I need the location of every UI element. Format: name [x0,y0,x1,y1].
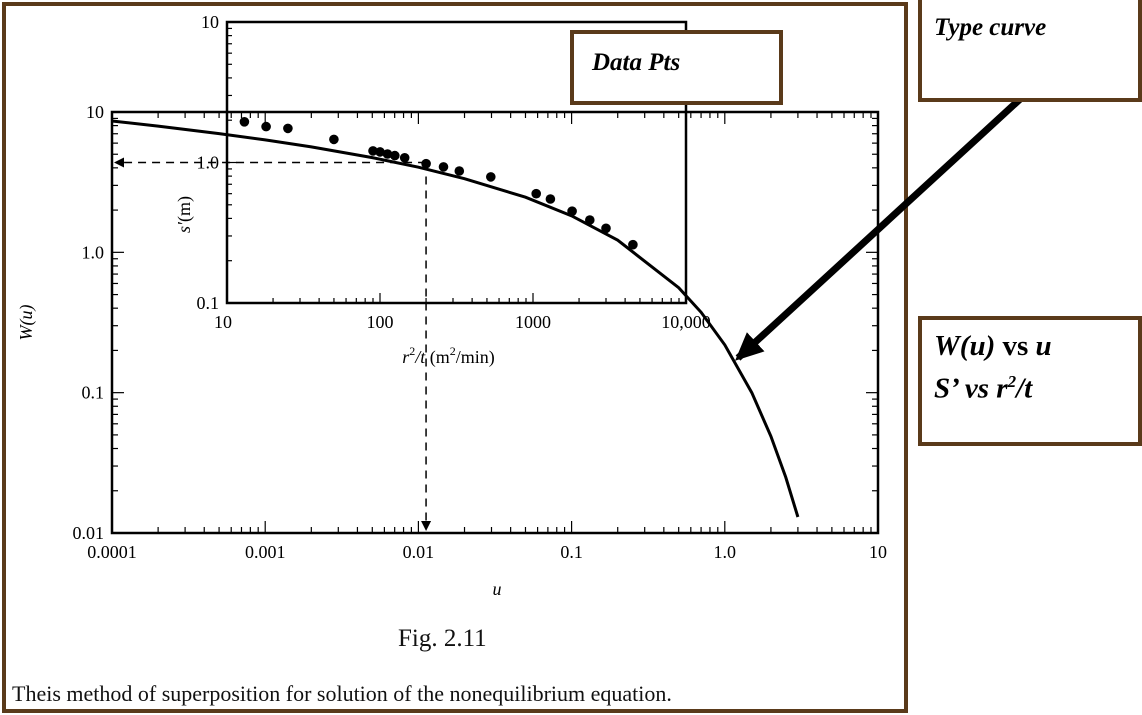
inner-y-tick-label: 0.1 [197,293,220,313]
type-curve-line [111,119,800,518]
inner-y-axis-label: s′(m) [174,196,195,233]
inner-x-axis-label: r2/t (m2/min) [402,344,495,368]
inner-x-tick-label: 10 [214,312,232,332]
inner-y-tick-label: 10 [201,12,219,32]
legend-u: u [1035,330,1052,362]
legend-vs-1: vs [995,330,1036,362]
inner-x-tick-label: 1000 [515,312,551,332]
outer-x-tick-label: 0.001 [245,542,286,562]
type-curve-box: Type curve [918,0,1142,102]
data-point [628,239,638,250]
figure-number: Fig. 2.11 [398,625,487,652]
figure-frame [2,2,908,713]
data-point [382,149,393,159]
data-point [329,134,339,145]
data-point [283,123,293,134]
data-point [486,172,496,182]
inner-x-tick-label: 100 [367,312,394,332]
outer-x-tick-label: 0.0001 [87,542,137,562]
data-point [438,162,449,172]
outer-y-tick-label: 1.0 [82,242,105,262]
outer-x-tick-label: 0.1 [560,542,583,562]
outer-y-tick-label: 0.01 [73,523,105,543]
data-point [601,223,611,234]
data-point [454,166,465,176]
legend-wu: W(u) [934,330,996,362]
outer-y-tick-label: 10 [86,102,104,122]
data-point [368,146,378,156]
data-pts-label: Data Pts [592,49,681,76]
outer-x-tick-label: 10 [869,542,887,562]
legend-sup-2: 2 [1007,372,1017,391]
data-point [261,121,271,132]
data-point [531,188,541,199]
legend-over-t: /t [1016,372,1033,405]
data-point [567,206,577,216]
inner-y-tick-label: 1.0 [197,153,220,173]
outer-y-tick-label: 0.1 [82,383,105,403]
legend-box: W(u) vs u S’ vs r2/t [918,316,1142,446]
data-point [375,147,385,157]
outer-x-tick-label: 1.0 [714,542,737,562]
data-point [390,150,400,161]
data-point [239,117,250,127]
legend-s-vs-r: S’ vs r [934,372,1008,405]
data-point [399,153,410,163]
figure-caption: Theis method of superposition for soluti… [12,681,672,706]
legend-line-wu-vs-u: W(u) vs u [934,330,1052,363]
type-curve-pointer-arrow [735,87,1033,361]
legend-line-s-vs-r2t: S’ vs r2/t [934,372,1032,406]
outer-y-axis-label: W(u) [16,305,37,341]
outer-plot-frame [110,110,880,535]
outer-x-tick-label: 0.01 [403,542,435,562]
data-pts-box: Data Pts [570,30,783,105]
outer-x-axis-label: u [493,579,502,599]
type-curve-label: Type curve [934,14,1047,41]
data-point [545,194,556,204]
inner-x-tick-label: 10,000 [661,312,711,332]
data-point [585,215,595,225]
